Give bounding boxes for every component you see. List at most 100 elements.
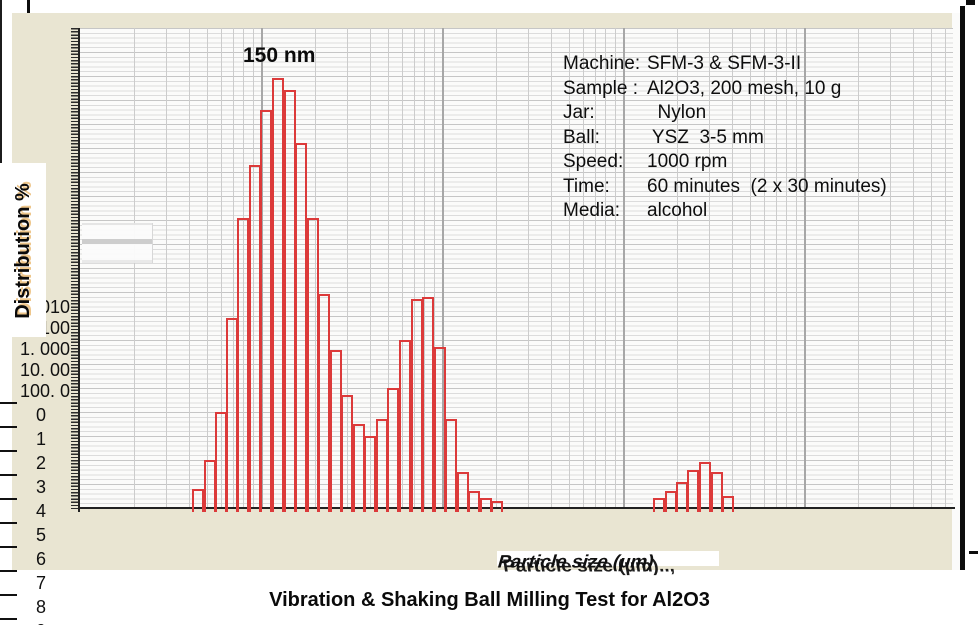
histogram-bar: [271, 78, 284, 512]
histogram-bar: [306, 217, 319, 512]
gridline-minor: [763, 28, 765, 508]
x-tick-label: 10. 00: [19, 360, 71, 380]
x-axis-tick: [0, 39, 2, 45]
info-value: Nylon: [647, 102, 707, 123]
gridline-minor: [786, 28, 788, 508]
x-axis-tick: [0, 108, 2, 114]
render-artifact-band: [82, 223, 153, 263]
histogram-bar: [237, 217, 250, 512]
y-tick-label: 3: [35, 477, 46, 497]
info-label: Machine:: [563, 53, 641, 74]
y-tick-label: 8: [35, 597, 46, 617]
gridline-minor: [749, 28, 751, 508]
x-axis-tick: [0, 51, 2, 57]
experiment-info-block: Machine: SFM-3 & SFM-3-II Sample : Al2O3, 2…: [563, 52, 887, 224]
x-axis-tick: [0, 31, 2, 39]
info-label: Media:: [563, 200, 621, 221]
panel-right-margin: [952, 13, 960, 570]
gridline-minor: [890, 28, 892, 508]
info-row: Speed: 1000 rpm: [563, 150, 887, 175]
y-axis-tick: [0, 474, 17, 476]
x-axis-tick: [0, 126, 2, 137]
gridline-minor: [944, 28, 946, 508]
histogram-bar: [283, 90, 296, 512]
info-label: Time:: [563, 175, 610, 197]
info-label: Jar:: [563, 102, 595, 123]
y-axis-tick: [0, 594, 17, 596]
histogram-bar: [352, 424, 365, 512]
gridline-minor: [614, 28, 616, 508]
x-axis-tick: [0, 137, 2, 145]
x-axis-tick: [0, 94, 2, 102]
x-axis-tick: [0, 74, 2, 82]
gridline-decade: [623, 28, 625, 508]
y-tick-label: 2: [35, 453, 46, 473]
histogram-bar: [422, 296, 434, 512]
gridline-minor: [252, 28, 254, 508]
histogram-bar: [387, 388, 400, 512]
y-axis-tick: [0, 618, 17, 620]
gridline-decade: [442, 28, 444, 508]
y-tick-label: 5: [35, 525, 46, 545]
x-axis-title-echo: Particle size (µm)..,: [501, 556, 676, 577]
chart-caption: Vibration & Shaking Ball Milling Test fo…: [269, 589, 710, 611]
gridline-minor: [550, 28, 552, 508]
gridline-minor: [912, 28, 914, 508]
y-axis-spine: [78, 28, 80, 512]
y-tick-label: 0: [35, 405, 46, 425]
x-axis-tick: [0, 102, 2, 108]
x-label-backdrop: [497, 551, 719, 566]
histogram-bar: [318, 294, 331, 512]
histogram-bar: [479, 498, 492, 512]
y-tick-label: 9: [0, 620, 46, 625]
x-axis-tick: [0, 25, 2, 31]
gridline-minor: [401, 28, 403, 508]
histogram-bar: [722, 496, 735, 512]
panel-corner-dash: [969, 551, 978, 554]
histogram-bar: [699, 462, 712, 512]
x-axis-tick: [0, 0, 2, 11]
y-tick-label: 6: [35, 549, 46, 569]
gridline-minor: [795, 28, 797, 508]
gridline-minor: [243, 28, 245, 508]
histogram-bar: [364, 436, 377, 512]
gridline-minor: [347, 28, 349, 508]
info-row: Media: alcohol: [563, 199, 887, 224]
x-axis-tick: [0, 11, 2, 19]
gridline-minor: [731, 28, 733, 508]
info-value: 1000 rpm: [647, 151, 728, 172]
histogram-bar: [341, 395, 354, 512]
gridline-minor: [582, 28, 584, 508]
histogram-bar: [491, 500, 504, 512]
x-axis-tick: [0, 63, 2, 74]
gridline-minor: [188, 28, 190, 508]
y-axis-tick: [0, 522, 17, 524]
histogram-bar: [398, 340, 411, 512]
y-axis-title: Distribution %: [12, 183, 34, 319]
y-label-backdrop: [0, 163, 46, 337]
histogram-bar: [676, 481, 689, 512]
gridline-minor: [496, 28, 498, 508]
info-row: Machine: SFM-3 & SFM-3-II: [563, 52, 887, 77]
histogram-bar: [444, 419, 457, 512]
info-value: 60 minutes (2 x 30 minutes): [647, 175, 887, 197]
histogram-bar: [192, 488, 205, 512]
gridline-minor: [930, 28, 932, 508]
x-axis-tick: [0, 57, 2, 63]
gridline-minor: [413, 28, 415, 508]
gridline-minor: [387, 28, 389, 508]
histogram-bar: [410, 299, 423, 512]
info-row: Time: 60 minutes (2 x 30 minutes): [563, 175, 887, 200]
gridline-minor: [433, 28, 435, 508]
gridline-minor: [315, 28, 317, 508]
histogram-bar: [433, 347, 446, 512]
y-axis-tick: [0, 546, 17, 548]
gridline-minor: [232, 28, 234, 508]
info-label: Sample :: [563, 77, 638, 99]
x-axis-line: [78, 507, 955, 509]
panel-corner-mark: [966, 0, 975, 5]
gridline-minor: [528, 28, 530, 508]
x-axis-tick: [0, 157, 2, 165]
gridline-minor: [369, 28, 371, 508]
